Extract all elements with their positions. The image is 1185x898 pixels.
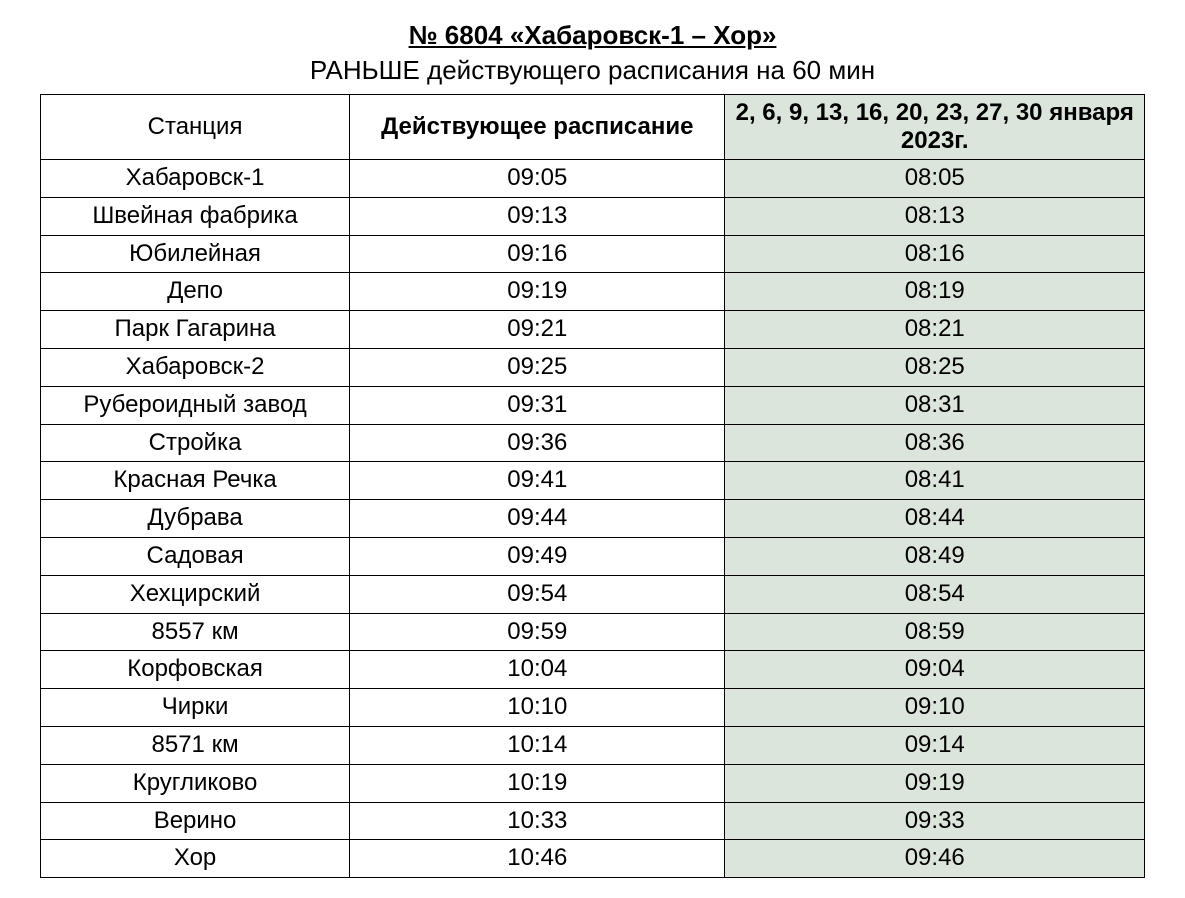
cell-station: Верино [41,802,350,840]
header-new: 2, 6, 9, 13, 16, 20, 23, 27, 30 января 2… [725,95,1145,160]
cell-station: Хор [41,840,350,878]
cell-current: 09:19 [350,273,725,311]
cell-station: Хабаровск-2 [41,348,350,386]
table-row: Садовая09:4908:49 [41,537,1145,575]
table-row: Депо09:1908:19 [41,273,1145,311]
cell-current: 09:31 [350,386,725,424]
cell-station: 8571 км [41,726,350,764]
cell-station: Рубероидный завод [41,386,350,424]
table-row: Юбилейная09:1608:16 [41,235,1145,273]
cell-current: 09:54 [350,575,725,613]
header-station: Станция [41,95,350,160]
cell-station: Юбилейная [41,235,350,273]
table-row: Стройка09:3608:36 [41,424,1145,462]
cell-new: 09:33 [725,802,1145,840]
table-row: Корфовская10:0409:04 [41,651,1145,689]
table-row: Хабаровск-109:0508:05 [41,160,1145,198]
cell-current: 10:14 [350,726,725,764]
table-row: Хор10:4609:46 [41,840,1145,878]
table-row: Хехцирский09:5408:54 [41,575,1145,613]
cell-current: 10:33 [350,802,725,840]
header-current: Действующее расписание [350,95,725,160]
cell-new: 09:19 [725,764,1145,802]
cell-current: 09:05 [350,160,725,198]
table-row: Красная Речка09:4108:41 [41,462,1145,500]
cell-station: 8557 км [41,613,350,651]
cell-new: 08:31 [725,386,1145,424]
schedule-title: № 6804 «Хабаровск-1 – Хор» [40,20,1145,51]
cell-current: 10:46 [350,840,725,878]
cell-current: 09:36 [350,424,725,462]
cell-current: 09:44 [350,500,725,538]
cell-current: 09:49 [350,537,725,575]
cell-current: 09:16 [350,235,725,273]
cell-current: 09:25 [350,348,725,386]
cell-new: 08:25 [725,348,1145,386]
table-row: Дубрава09:4408:44 [41,500,1145,538]
cell-station: Стройка [41,424,350,462]
cell-new: 08:16 [725,235,1145,273]
cell-station: Красная Речка [41,462,350,500]
cell-current: 09:13 [350,197,725,235]
cell-new: 08:19 [725,273,1145,311]
table-row: Швейная фабрика09:1308:13 [41,197,1145,235]
cell-station: Швейная фабрика [41,197,350,235]
cell-station: Чирки [41,689,350,727]
cell-new: 09:10 [725,689,1145,727]
table-row: Парк Гагарина09:2108:21 [41,311,1145,349]
cell-station: Хабаровск-1 [41,160,350,198]
cell-new: 08:05 [725,160,1145,198]
cell-new: 08:59 [725,613,1145,651]
cell-new: 08:21 [725,311,1145,349]
cell-station: Садовая [41,537,350,575]
cell-station: Депо [41,273,350,311]
table-row: 8557 км09:5908:59 [41,613,1145,651]
cell-current: 09:41 [350,462,725,500]
cell-current: 09:21 [350,311,725,349]
cell-new: 09:14 [725,726,1145,764]
cell-new: 08:54 [725,575,1145,613]
cell-station: Парк Гагарина [41,311,350,349]
cell-new: 08:13 [725,197,1145,235]
cell-new: 09:04 [725,651,1145,689]
cell-current: 10:04 [350,651,725,689]
cell-station: Дубрава [41,500,350,538]
table-body: Хабаровск-109:0508:05Швейная фабрика09:1… [41,160,1145,878]
table-row: 8571 км10:1409:14 [41,726,1145,764]
cell-station: Корфовская [41,651,350,689]
cell-current: 10:19 [350,764,725,802]
cell-new: 08:36 [725,424,1145,462]
table-row: Верино10:3309:33 [41,802,1145,840]
cell-new: 09:46 [725,840,1145,878]
table-row: Кругликово10:1909:19 [41,764,1145,802]
cell-new: 08:49 [725,537,1145,575]
cell-current: 09:59 [350,613,725,651]
header-row: Станция Действующее расписание 2, 6, 9, … [41,95,1145,160]
schedule-table: Станция Действующее расписание 2, 6, 9, … [40,94,1145,878]
cell-station: Кругликово [41,764,350,802]
cell-new: 08:41 [725,462,1145,500]
table-row: Рубероидный завод09:3108:31 [41,386,1145,424]
cell-new: 08:44 [725,500,1145,538]
cell-current: 10:10 [350,689,725,727]
table-row: Хабаровск-209:2508:25 [41,348,1145,386]
table-row: Чирки10:1009:10 [41,689,1145,727]
schedule-subtitle: РАНЬШЕ действующего расписания на 60 мин [40,55,1145,86]
cell-station: Хехцирский [41,575,350,613]
